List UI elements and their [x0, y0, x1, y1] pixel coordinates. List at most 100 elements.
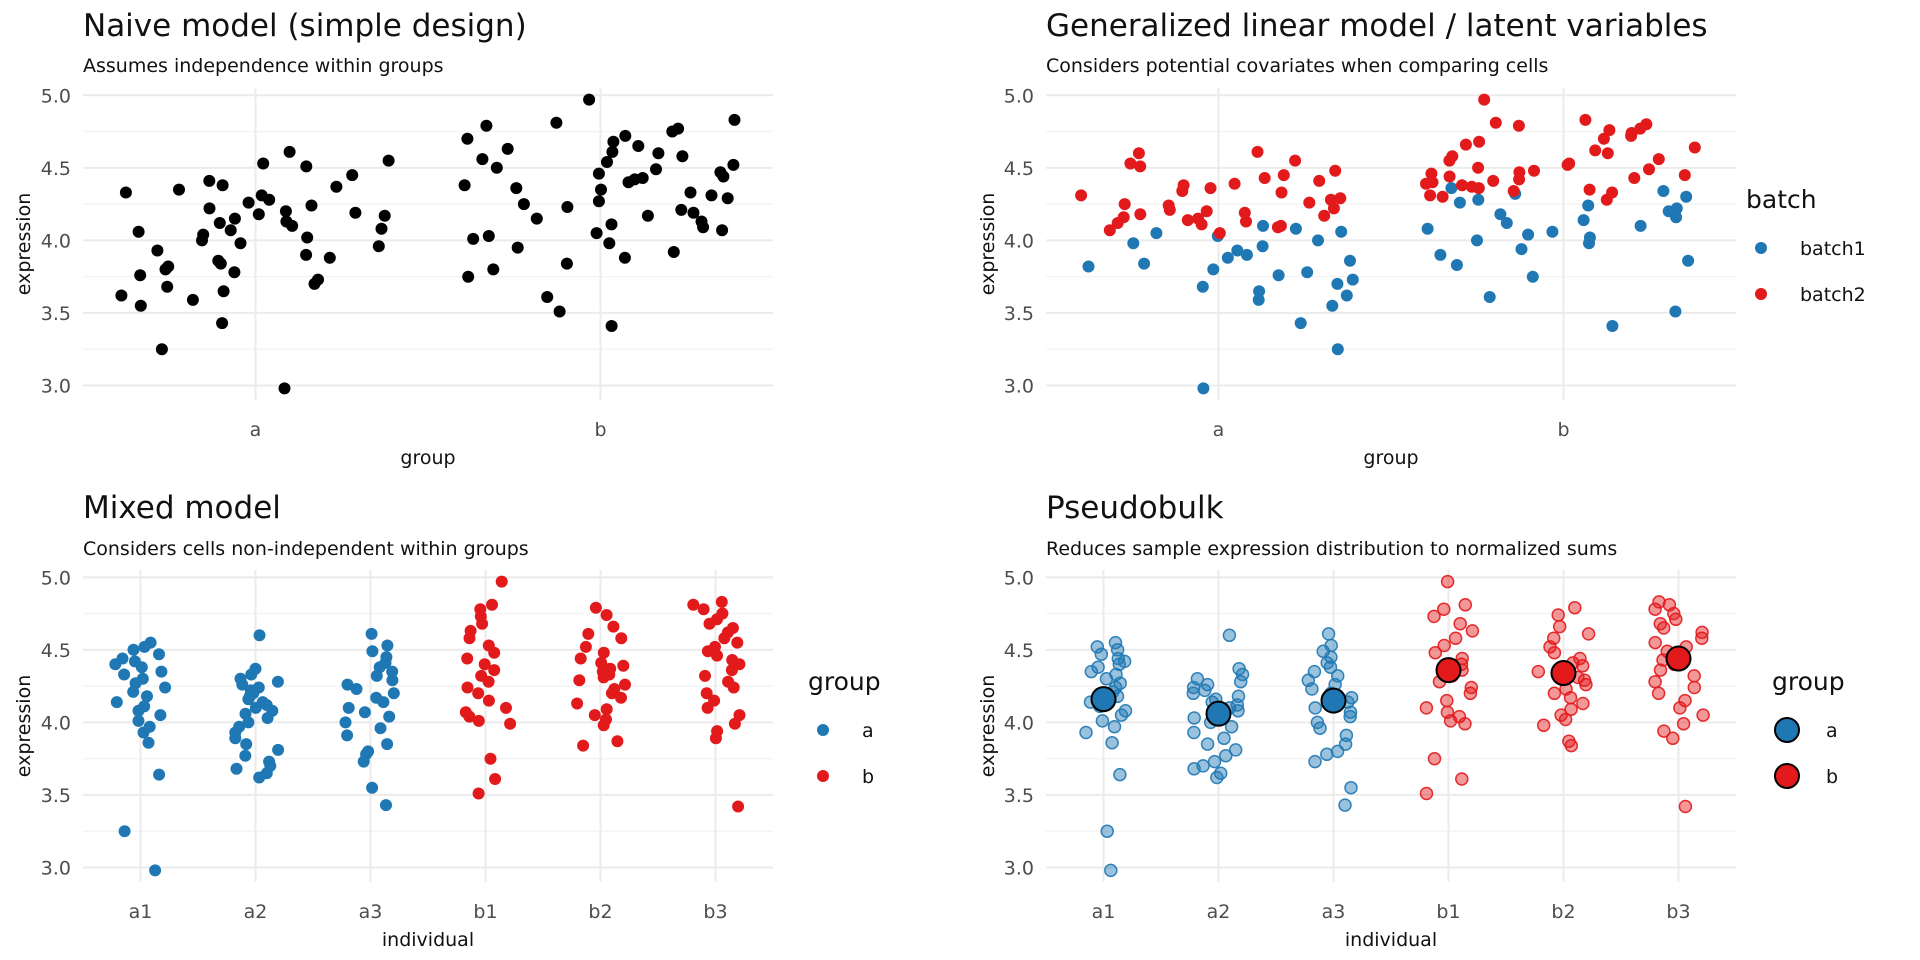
legend-key-batch2	[1755, 288, 1767, 300]
data-point	[490, 161, 503, 174]
y-tick-label: 4.5	[1004, 640, 1034, 662]
data-point	[346, 169, 359, 182]
data-point	[1105, 735, 1119, 750]
x-tick-label: b	[594, 419, 606, 441]
data-point	[382, 154, 395, 167]
y-tick-label: 4.0	[41, 712, 71, 734]
x-tick-label: a3	[1322, 901, 1346, 923]
data-point	[1656, 621, 1671, 635]
data-point	[1483, 291, 1496, 303]
data-point	[605, 218, 618, 231]
data-point	[579, 640, 592, 653]
summary-point	[1090, 686, 1117, 713]
data-point	[1547, 686, 1562, 701]
data-point	[1512, 119, 1525, 132]
y-tick-label: 5.0	[1004, 567, 1034, 589]
data-point	[1443, 170, 1456, 183]
data-point	[605, 687, 618, 700]
data-point	[701, 645, 714, 658]
data-point	[1651, 686, 1666, 701]
x-tick-label: b1	[473, 901, 497, 923]
legend-label-batch2: batch2	[1800, 284, 1866, 306]
data-point	[622, 176, 635, 189]
data-point	[1494, 208, 1507, 221]
data-point	[482, 694, 495, 707]
data-point	[1338, 798, 1352, 812]
data-point	[118, 825, 131, 838]
data-point	[1217, 731, 1231, 746]
data-point	[1075, 189, 1088, 202]
data-point	[132, 714, 145, 727]
data-point	[727, 681, 740, 694]
data-point	[1657, 724, 1671, 738]
data-point	[1424, 189, 1437, 202]
data-point	[1134, 208, 1147, 221]
data-point	[358, 706, 371, 719]
data-point	[1440, 574, 1455, 589]
data-point	[1104, 863, 1118, 878]
data-point	[1103, 224, 1116, 237]
data-point	[652, 147, 665, 160]
data-point	[684, 186, 697, 199]
data-point	[119, 186, 132, 199]
data-point	[687, 598, 700, 611]
data-point	[349, 206, 362, 219]
data-point	[249, 701, 262, 714]
data-point	[1648, 635, 1662, 650]
data-point	[155, 665, 168, 678]
data-point	[173, 183, 185, 196]
data-point	[1187, 711, 1201, 725]
data-point	[1228, 177, 1241, 190]
data-point	[697, 221, 710, 234]
data-point	[517, 198, 530, 211]
data-point	[228, 212, 241, 225]
data-point	[370, 669, 383, 682]
data-point	[1628, 172, 1641, 184]
data-point	[1200, 205, 1213, 218]
data-point	[1289, 154, 1302, 167]
data-point	[597, 719, 610, 732]
data-point	[245, 668, 258, 681]
data-point	[1643, 163, 1655, 176]
data-point	[323, 251, 336, 264]
data-point	[234, 237, 247, 250]
data-point	[1303, 196, 1316, 209]
data-point	[1196, 280, 1209, 293]
data-point	[383, 710, 396, 723]
data-point	[480, 119, 493, 132]
data-point	[342, 701, 355, 714]
data-point	[1437, 638, 1451, 653]
data-point	[1231, 244, 1244, 257]
data-point	[601, 156, 613, 168]
data-point	[1321, 627, 1336, 641]
data-point	[137, 726, 150, 739]
data-point	[1327, 202, 1340, 215]
data-point	[709, 732, 722, 745]
data-point	[1678, 799, 1693, 814]
data-point	[217, 285, 230, 298]
data-point	[1425, 167, 1438, 180]
data-point	[511, 241, 524, 254]
data-point	[1305, 682, 1319, 696]
data-point	[1134, 160, 1147, 173]
data-point	[228, 266, 241, 279]
data-point	[1577, 214, 1590, 227]
data-point	[242, 693, 255, 706]
y-tick-label: 3.0	[41, 857, 71, 879]
x-axis-label: group	[400, 447, 455, 469]
data-point	[1222, 628, 1237, 643]
data-point	[1326, 299, 1339, 312]
data-point	[731, 636, 744, 649]
data-point	[1448, 631, 1463, 645]
y-tick-label: 3.5	[1004, 303, 1034, 325]
data-point	[1111, 217, 1124, 229]
data-point	[1489, 116, 1502, 129]
data-point	[263, 193, 276, 206]
data-point	[1084, 664, 1099, 679]
data-point	[1253, 285, 1266, 298]
data-point	[1419, 701, 1434, 715]
chart-title: Naive model (simple design)	[83, 8, 527, 44]
data-point	[1277, 169, 1290, 182]
y-tick-label: 3.0	[1004, 375, 1034, 397]
data-point	[1455, 772, 1469, 786]
